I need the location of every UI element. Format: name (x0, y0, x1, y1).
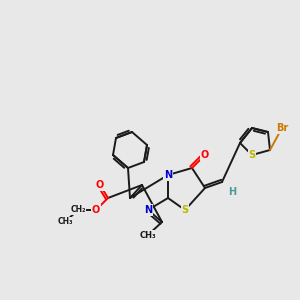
Text: N: N (164, 170, 172, 180)
Text: Br: Br (276, 123, 288, 133)
Text: S: S (182, 205, 189, 215)
Text: CH₃: CH₃ (140, 230, 156, 239)
Text: O: O (201, 150, 209, 160)
Text: CH₃: CH₃ (57, 218, 73, 226)
Text: O: O (92, 205, 100, 215)
Text: H: H (228, 187, 236, 197)
Text: CH₂: CH₂ (70, 206, 86, 214)
Text: S: S (248, 150, 256, 160)
Text: N: N (144, 205, 152, 215)
Text: O: O (96, 180, 104, 190)
